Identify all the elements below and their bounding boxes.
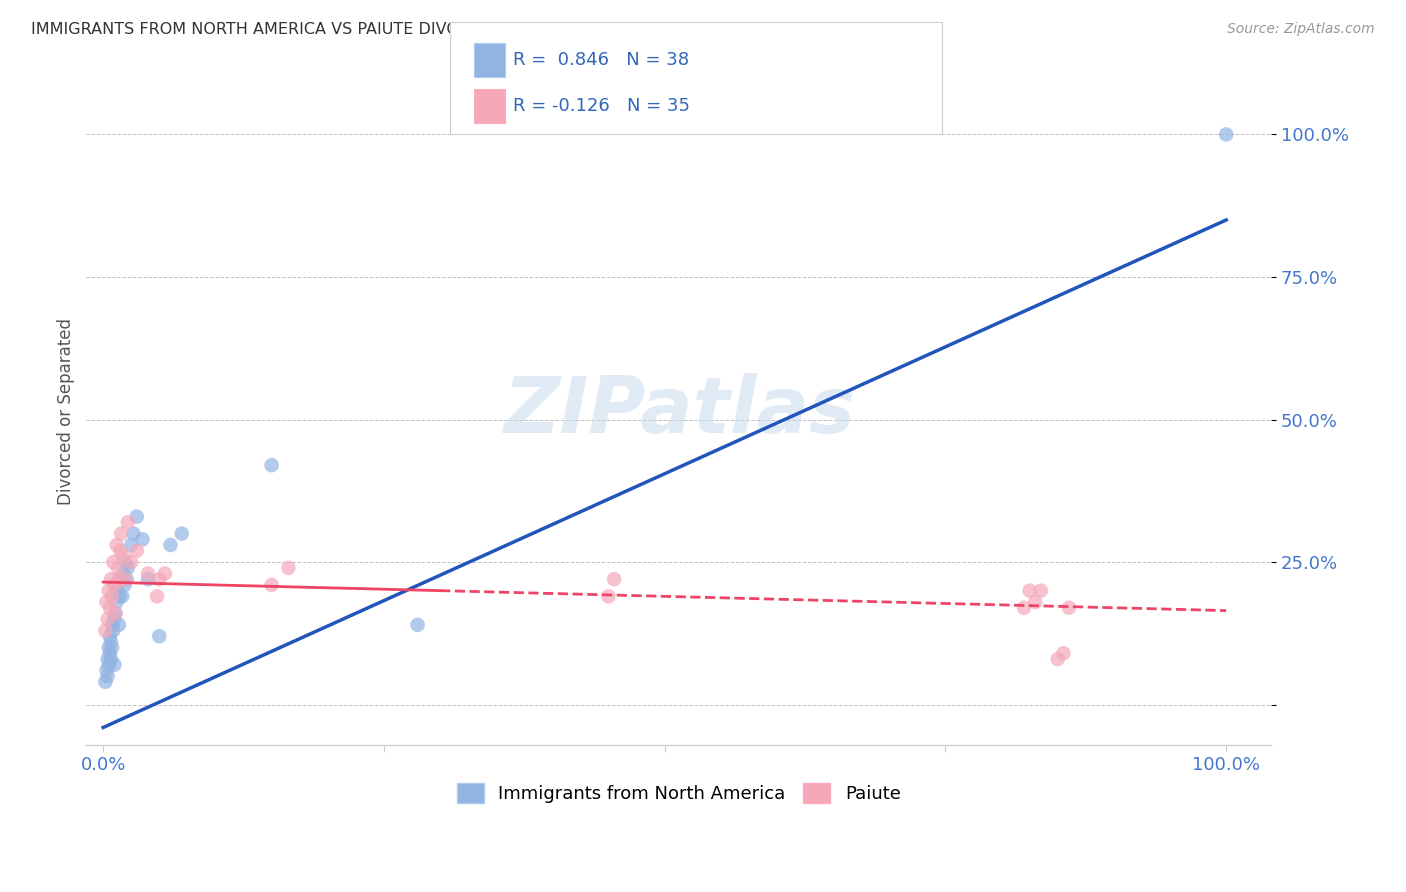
Point [1024, 595, 1046, 609]
Text: R = -0.126   N = 35: R = -0.126 N = 35 [513, 97, 690, 115]
Point [125, 543, 148, 558]
Point [110, 572, 132, 586]
Point [103, 612, 125, 626]
Point [114, 555, 136, 569]
Legend: Immigrants from North America, Paiute: Immigrants from North America, Paiute [447, 774, 910, 813]
Point [115, 572, 138, 586]
Point [112, 566, 135, 581]
Point [97, 612, 120, 626]
Point [1057, 600, 1080, 615]
Point [117, 515, 139, 529]
Point [260, 458, 283, 473]
Point [170, 526, 193, 541]
Point [406, 618, 429, 632]
Y-axis label: Divorced or Separated: Divorced or Separated [58, 318, 75, 505]
Point [131, 533, 153, 547]
Point [122, 526, 145, 541]
Point [108, 572, 131, 586]
Text: Source: ZipAtlas.com: Source: ZipAtlas.com [1227, 22, 1375, 37]
Point [105, 538, 128, 552]
Text: R =  0.846   N = 38: R = 0.846 N = 38 [513, 51, 689, 69]
Point [104, 607, 127, 621]
Point [1046, 652, 1069, 666]
Point [100, 635, 122, 649]
Point [1052, 646, 1074, 660]
Point [97, 583, 120, 598]
Point [96, 595, 118, 609]
Point [260, 578, 283, 592]
Point [101, 590, 124, 604]
Text: IMMIGRANTS FROM NORTH AMERICA VS PAIUTE DIVORCED OR SEPARATED CORRELATION CHART: IMMIGRANTS FROM NORTH AMERICA VS PAIUTE … [31, 22, 808, 37]
Point [1029, 583, 1052, 598]
Point [107, 561, 129, 575]
Point [1215, 128, 1237, 142]
Point [1018, 583, 1040, 598]
Point [111, 590, 134, 604]
Point [148, 572, 170, 586]
Point [136, 566, 159, 581]
Point [97, 652, 120, 666]
Text: ZIPatlas: ZIPatlas [502, 373, 855, 449]
Point [108, 543, 131, 558]
Point [125, 509, 148, 524]
Point [98, 629, 121, 643]
Point [103, 555, 125, 569]
Point [100, 572, 122, 586]
Point [108, 590, 131, 604]
Point [598, 590, 620, 604]
Point [97, 669, 120, 683]
Point [100, 652, 122, 666]
Point [97, 657, 120, 672]
Point [148, 629, 170, 643]
Point [120, 555, 142, 569]
Point [112, 549, 135, 564]
Point [110, 526, 132, 541]
Point [101, 640, 124, 655]
Point [94, 624, 117, 638]
Point [1012, 600, 1035, 615]
Point [103, 578, 125, 592]
Point [103, 657, 125, 672]
Point [603, 572, 626, 586]
Point [153, 566, 176, 581]
Point [98, 600, 121, 615]
Point [146, 590, 169, 604]
Point [98, 646, 121, 660]
Point [108, 618, 131, 632]
Point [114, 572, 136, 586]
Point [94, 674, 117, 689]
Point [159, 538, 181, 552]
Point [107, 583, 129, 598]
Point [97, 640, 120, 655]
Point [103, 624, 125, 638]
Point [96, 664, 118, 678]
Point [120, 538, 142, 552]
Point [104, 607, 127, 621]
Point [101, 618, 124, 632]
Point [117, 561, 139, 575]
Point [136, 572, 159, 586]
Point [114, 578, 136, 592]
Point [277, 561, 299, 575]
Point [105, 595, 128, 609]
